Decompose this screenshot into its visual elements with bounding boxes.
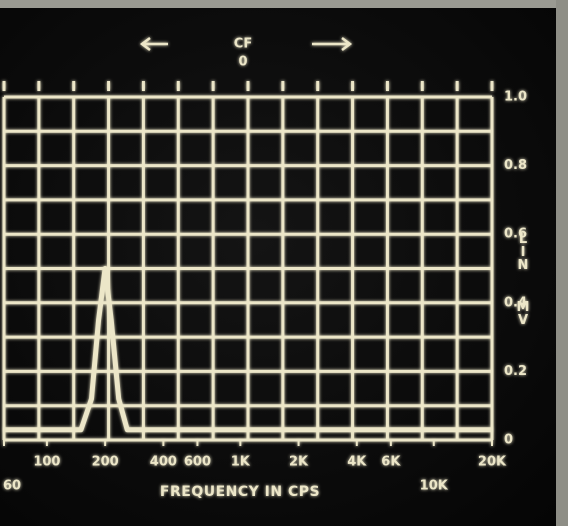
x-tick-label: 4K [347, 455, 367, 470]
y-tick-label: 0.2 [504, 364, 527, 379]
x-tick-label: 10K [420, 479, 449, 494]
x-tick-label: 100 [33, 455, 60, 470]
x-tick-label: 6K [381, 455, 401, 470]
oscilloscope-screen: CF 0 FREQUENCY IN CPS LIN MV 00.20.40.60… [0, 0, 568, 526]
y-tick-label: 1.0 [504, 90, 527, 105]
y-tick-label: 0.4 [504, 295, 527, 310]
center-frequency-marker: 0 [238, 55, 247, 70]
bezel-right [556, 0, 568, 526]
x-tick-label: 200 [92, 455, 119, 470]
center-frequency-label: CF [234, 37, 252, 52]
x-tick-label: 1K [231, 455, 251, 470]
y-tick-label: 0 [504, 433, 513, 448]
x-tick-label: 2K [289, 455, 309, 470]
x-axis-title: FREQUENCY IN CPS [160, 484, 320, 500]
x-tick-label: 600 [184, 455, 211, 470]
bezel-top [0, 0, 568, 8]
y-tick-label: 0.8 [504, 158, 527, 173]
x-tick-label: 60 [3, 479, 21, 494]
x-tick-label: 400 [150, 455, 177, 470]
x-tick-label: 20K [478, 455, 507, 470]
y-tick-label: 0.6 [504, 227, 527, 242]
